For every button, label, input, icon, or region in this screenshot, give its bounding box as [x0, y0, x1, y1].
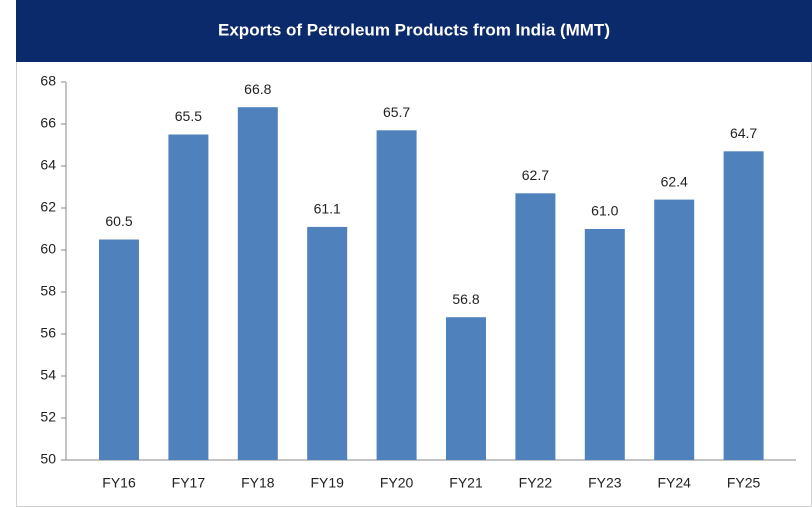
bar [515, 193, 556, 461]
y-tick-label: 60 [40, 241, 56, 257]
data-label: 65.7 [383, 104, 410, 120]
data-label: 60.5 [105, 213, 132, 229]
data-label: 61.0 [591, 203, 618, 219]
x-tick-label: FY17 [172, 475, 206, 491]
bar [99, 239, 139, 460]
bar [446, 317, 486, 460]
title-bar [16, 0, 812, 62]
data-label: 61.1 [314, 201, 341, 217]
x-tick-label: FY22 [519, 475, 553, 491]
y-tick-label: 52 [40, 409, 56, 425]
y-tick-label: 66 [40, 115, 56, 131]
x-tick-label: FY23 [588, 475, 622, 491]
x-tick-label: FY16 [102, 475, 136, 491]
data-label: 64.7 [730, 125, 757, 141]
bar [237, 107, 278, 460]
y-tick-label: 68 [40, 73, 56, 89]
y-tick-label: 64 [40, 157, 56, 173]
x-tick-label: FY18 [241, 475, 275, 491]
data-label: 65.5 [175, 108, 202, 124]
x-tick-label: FY20 [380, 475, 414, 491]
bar [307, 226, 348, 460]
x-tick-label: FY25 [727, 475, 761, 491]
y-tick-label: 54 [40, 367, 56, 383]
bar [723, 151, 764, 461]
data-label: 56.8 [452, 291, 479, 307]
bar [584, 229, 625, 460]
y-tick-label: 58 [40, 283, 56, 299]
x-tick-label: FY24 [657, 475, 691, 491]
bar [168, 134, 209, 460]
y-tick-label: 62 [40, 199, 56, 215]
bar [376, 130, 417, 461]
y-tick-label: 56 [40, 325, 56, 341]
x-tick-label: FY19 [310, 475, 344, 491]
chart-title: Exports of Petroleum Products from India… [218, 20, 610, 39]
data-label: 62.4 [661, 173, 688, 189]
bar [654, 199, 695, 460]
x-tick-label: FY21 [449, 475, 483, 491]
data-label: 62.7 [522, 167, 549, 183]
data-label: 66.8 [244, 81, 271, 97]
y-tick-label: 50 [40, 451, 56, 467]
